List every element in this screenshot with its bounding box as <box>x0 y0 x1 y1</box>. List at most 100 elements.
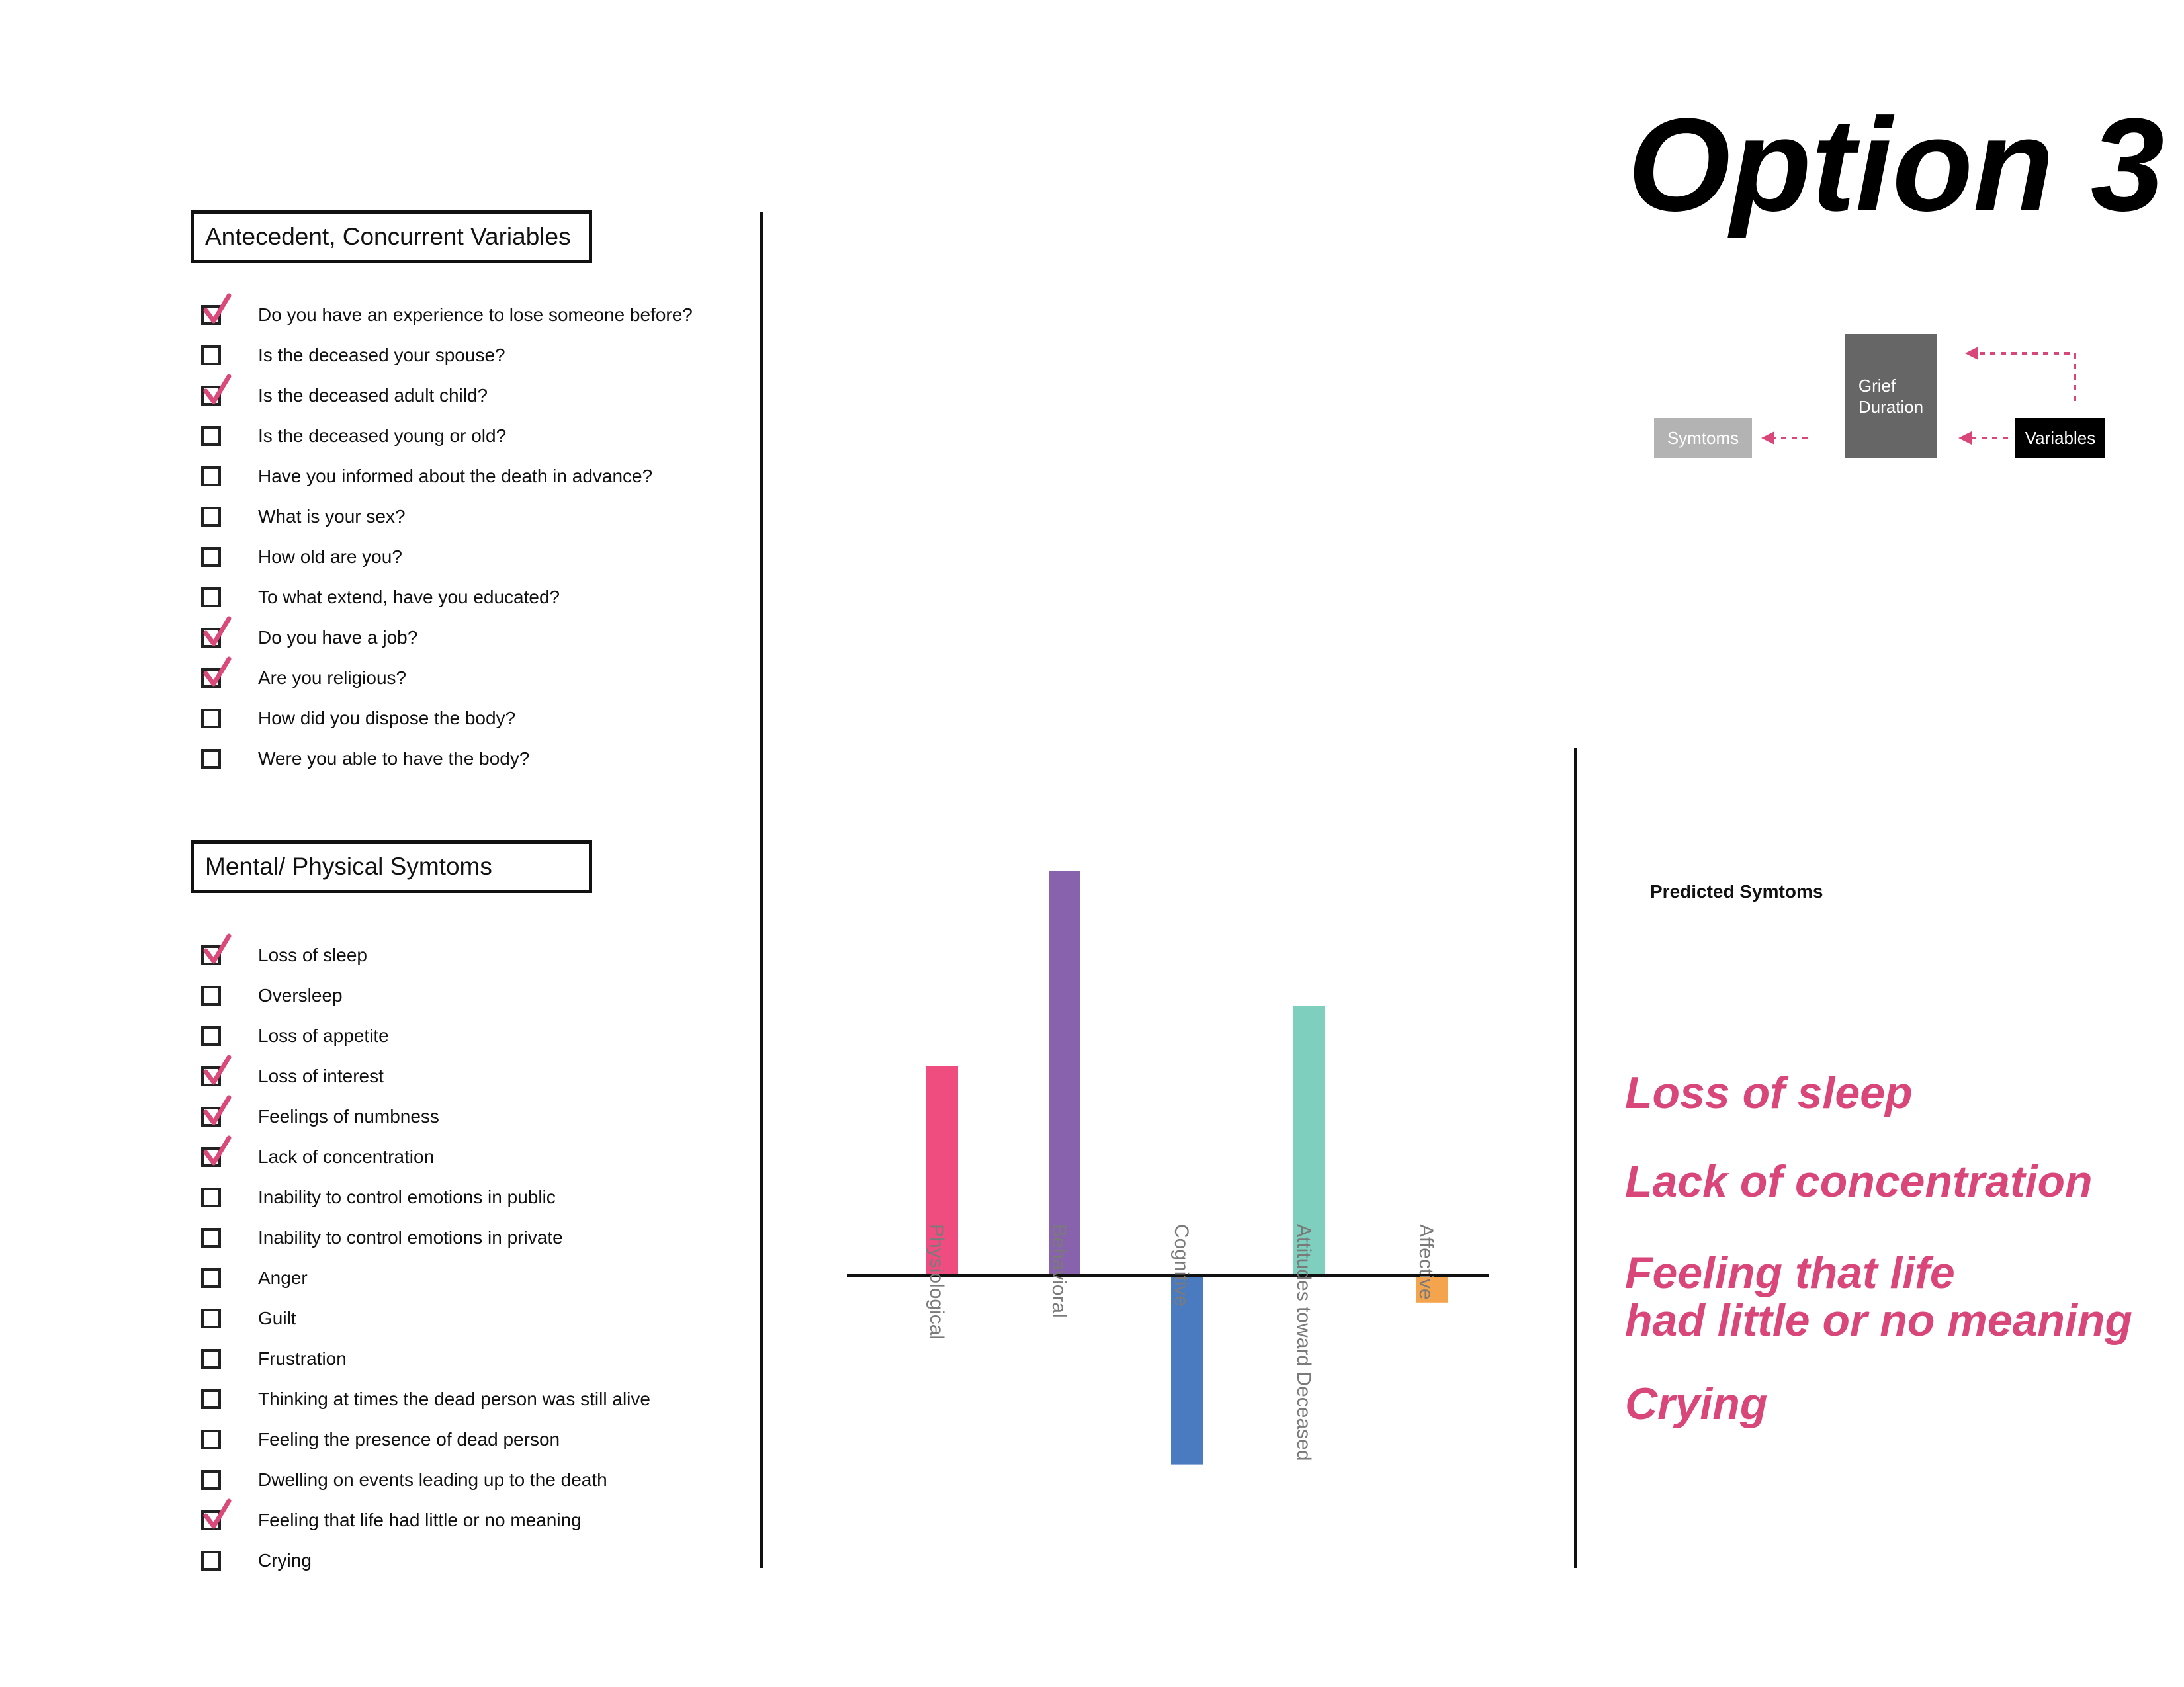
antecedent-item[interactable]: Is the deceased young or old? <box>198 416 506 456</box>
arrowhead-1 <box>1958 431 1972 445</box>
symptom-item[interactable]: Inability to control emotions in private <box>198 1218 563 1258</box>
antecedent-heading-label: Antecedent, Concurrent Variables <box>205 223 571 250</box>
antecedent-label: Is the deceased adult child? <box>258 385 488 406</box>
symptom-item[interactable]: Crying <box>198 1541 312 1580</box>
antecedent-item[interactable]: Were you able to have the body? <box>198 739 529 779</box>
arrowhead-2 <box>1761 431 1774 445</box>
symptom-item[interactable]: Dwelling on events leading up to the dea… <box>198 1460 607 1500</box>
antecedent-checkbox[interactable] <box>201 749 221 769</box>
antecedent-label: Are you religious? <box>258 668 407 688</box>
antecedent-item[interactable]: Is the deceased adult child? <box>198 374 488 415</box>
antecedent-item[interactable]: Have you informed about the death in adv… <box>198 456 652 496</box>
antecedent-item[interactable]: Do you have a job? <box>198 616 418 658</box>
antecedent-section-heading: Antecedent, Concurrent Variables <box>191 210 592 263</box>
symptom-item[interactable]: Inability to control emotions in public <box>198 1178 556 1217</box>
variables-node-label: Variables <box>2025 427 2096 448</box>
symptom-checkbox[interactable] <box>201 1470 221 1490</box>
symptom-item[interactable]: Loss of appetite <box>198 1016 389 1056</box>
chart-category-label: Attitudes toward Deceased <box>1293 1224 1315 1461</box>
checkmark-icon <box>203 1498 232 1529</box>
antecedent-checkbox[interactable] <box>201 616 232 648</box>
symptom-checkbox[interactable] <box>201 1498 232 1530</box>
symptom-item[interactable]: Feelings of numbness <box>198 1095 439 1137</box>
chart-bar <box>1171 1276 1203 1465</box>
antecedent-label: Were you able to have the body? <box>258 748 530 769</box>
diagram-arrows <box>1761 347 2076 445</box>
antecedent-item[interactable]: Is the deceased your spouse? <box>198 335 505 375</box>
symptom-label: Thinking at times the dead person was st… <box>258 1389 650 1409</box>
symptom-item[interactable]: Guilt <box>198 1299 296 1338</box>
symptom-item[interactable]: Oversleep <box>198 976 343 1016</box>
chart-category-label: Physiological <box>926 1224 947 1340</box>
grief-duration-node: Grief Duration <box>1845 334 1937 458</box>
antecedent-checkbox[interactable] <box>201 374 232 406</box>
antecedent-label: Do you have a job? <box>258 627 418 648</box>
symptom-checkbox[interactable] <box>201 1430 221 1449</box>
symptom-item[interactable]: Feeling that life had little or no meani… <box>198 1498 582 1540</box>
chart-bar <box>1049 871 1080 1276</box>
symptom-label: Guilt <box>258 1308 296 1328</box>
chart-bar <box>926 1066 958 1276</box>
symptom-item[interactable]: Feeling the presence of dead person <box>198 1420 560 1459</box>
checkmark-icon <box>203 933 232 964</box>
antecedent-label: How did you dispose the body? <box>258 708 516 728</box>
symptom-checkbox[interactable] <box>201 1349 221 1369</box>
page-title: Option 3 <box>1628 91 2165 239</box>
antecedent-item[interactable]: What is your sex? <box>198 497 406 537</box>
symptom-checkbox[interactable] <box>201 1309 221 1328</box>
symptom-checkbox[interactable] <box>201 1026 221 1046</box>
symptom-label: Loss of interest <box>258 1066 384 1086</box>
antecedent-checkbox[interactable] <box>201 507 221 527</box>
symptom-checkbox[interactable] <box>201 1188 221 1207</box>
grief-duration-label: Grief Duration <box>1858 375 1924 417</box>
antecedent-checkbox[interactable] <box>201 466 221 486</box>
chart-category-label: Behavioral <box>1048 1224 1070 1318</box>
predicted-item-3: Feeling that life had little or no meani… <box>1625 1248 2132 1346</box>
symptom-checkbox[interactable] <box>201 986 221 1006</box>
symptom-label: Loss of appetite <box>258 1025 389 1046</box>
symptom-label: Anger <box>258 1268 308 1288</box>
symptom-item[interactable]: Loss of interest <box>198 1055 384 1096</box>
antecedent-checkbox[interactable] <box>201 345 221 365</box>
symptoms-checklist: Loss of sleep Oversleep Loss of appetite Lo… <box>198 933 794 1584</box>
antecedent-checkbox[interactable] <box>201 426 221 446</box>
antecedent-item[interactable]: To what extend, have you educated? <box>198 578 560 617</box>
symptom-checkbox[interactable] <box>201 1551 221 1571</box>
symptom-label: Frustration <box>258 1348 347 1369</box>
antecedent-item[interactable]: Do you have an experience to lose someon… <box>198 293 693 335</box>
symptom-checkbox[interactable] <box>201 1268 221 1288</box>
symptom-category-chart: Physiological Behavioral Cognitive Attitude… <box>847 871 1489 1465</box>
symptom-checkbox[interactable] <box>201 1055 232 1086</box>
symptoms-section-heading: Mental/ Physical Symtoms <box>191 840 592 893</box>
antecedent-label: To what extend, have you educated? <box>258 587 560 607</box>
arrowhead-3 <box>1965 347 1978 360</box>
antecedent-item[interactable]: How old are you? <box>198 537 402 577</box>
symptom-item[interactable]: Loss of sleep <box>198 933 367 975</box>
symptom-item[interactable]: Anger <box>198 1258 308 1298</box>
symptom-checkbox[interactable] <box>201 933 232 965</box>
antecedent-checkbox[interactable] <box>201 656 232 688</box>
predicted-item-4: Crying <box>1625 1379 1768 1429</box>
symptoms-node: Symtoms <box>1654 418 1752 458</box>
symptom-checkbox[interactable] <box>201 1228 221 1248</box>
antecedent-checkbox[interactable] <box>201 709 221 728</box>
checkmark-icon <box>203 1095 232 1125</box>
variables-node: Variables <box>2015 418 2105 458</box>
antecedent-checklist: Do you have an experience to lose someon… <box>198 293 794 785</box>
antecedent-checkbox[interactable] <box>201 293 232 325</box>
antecedent-item[interactable]: Are you religious? <box>198 656 407 698</box>
symptom-checkbox[interactable] <box>201 1135 232 1167</box>
symptom-item[interactable]: Lack of concentration <box>198 1135 435 1177</box>
symptom-checkbox[interactable] <box>201 1095 232 1127</box>
antecedent-checkbox[interactable] <box>201 547 221 567</box>
predicted-symptoms-heading: Predicted Symtoms <box>1650 881 1823 902</box>
symptom-label: Lack of concentration <box>258 1146 435 1167</box>
symptom-item[interactable]: Thinking at times the dead person was st… <box>198 1379 650 1419</box>
symptom-item[interactable]: Frustration <box>198 1339 347 1379</box>
symptom-checkbox[interactable] <box>201 1389 221 1409</box>
antecedent-checkbox[interactable] <box>201 587 221 607</box>
symptom-label: Inability to control emotions in private <box>258 1227 563 1248</box>
symptom-label: Loss of sleep <box>258 945 367 965</box>
predicted-item-1: Loss of sleep <box>1625 1068 1913 1118</box>
antecedent-item[interactable]: How did you dispose the body? <box>198 699 515 738</box>
